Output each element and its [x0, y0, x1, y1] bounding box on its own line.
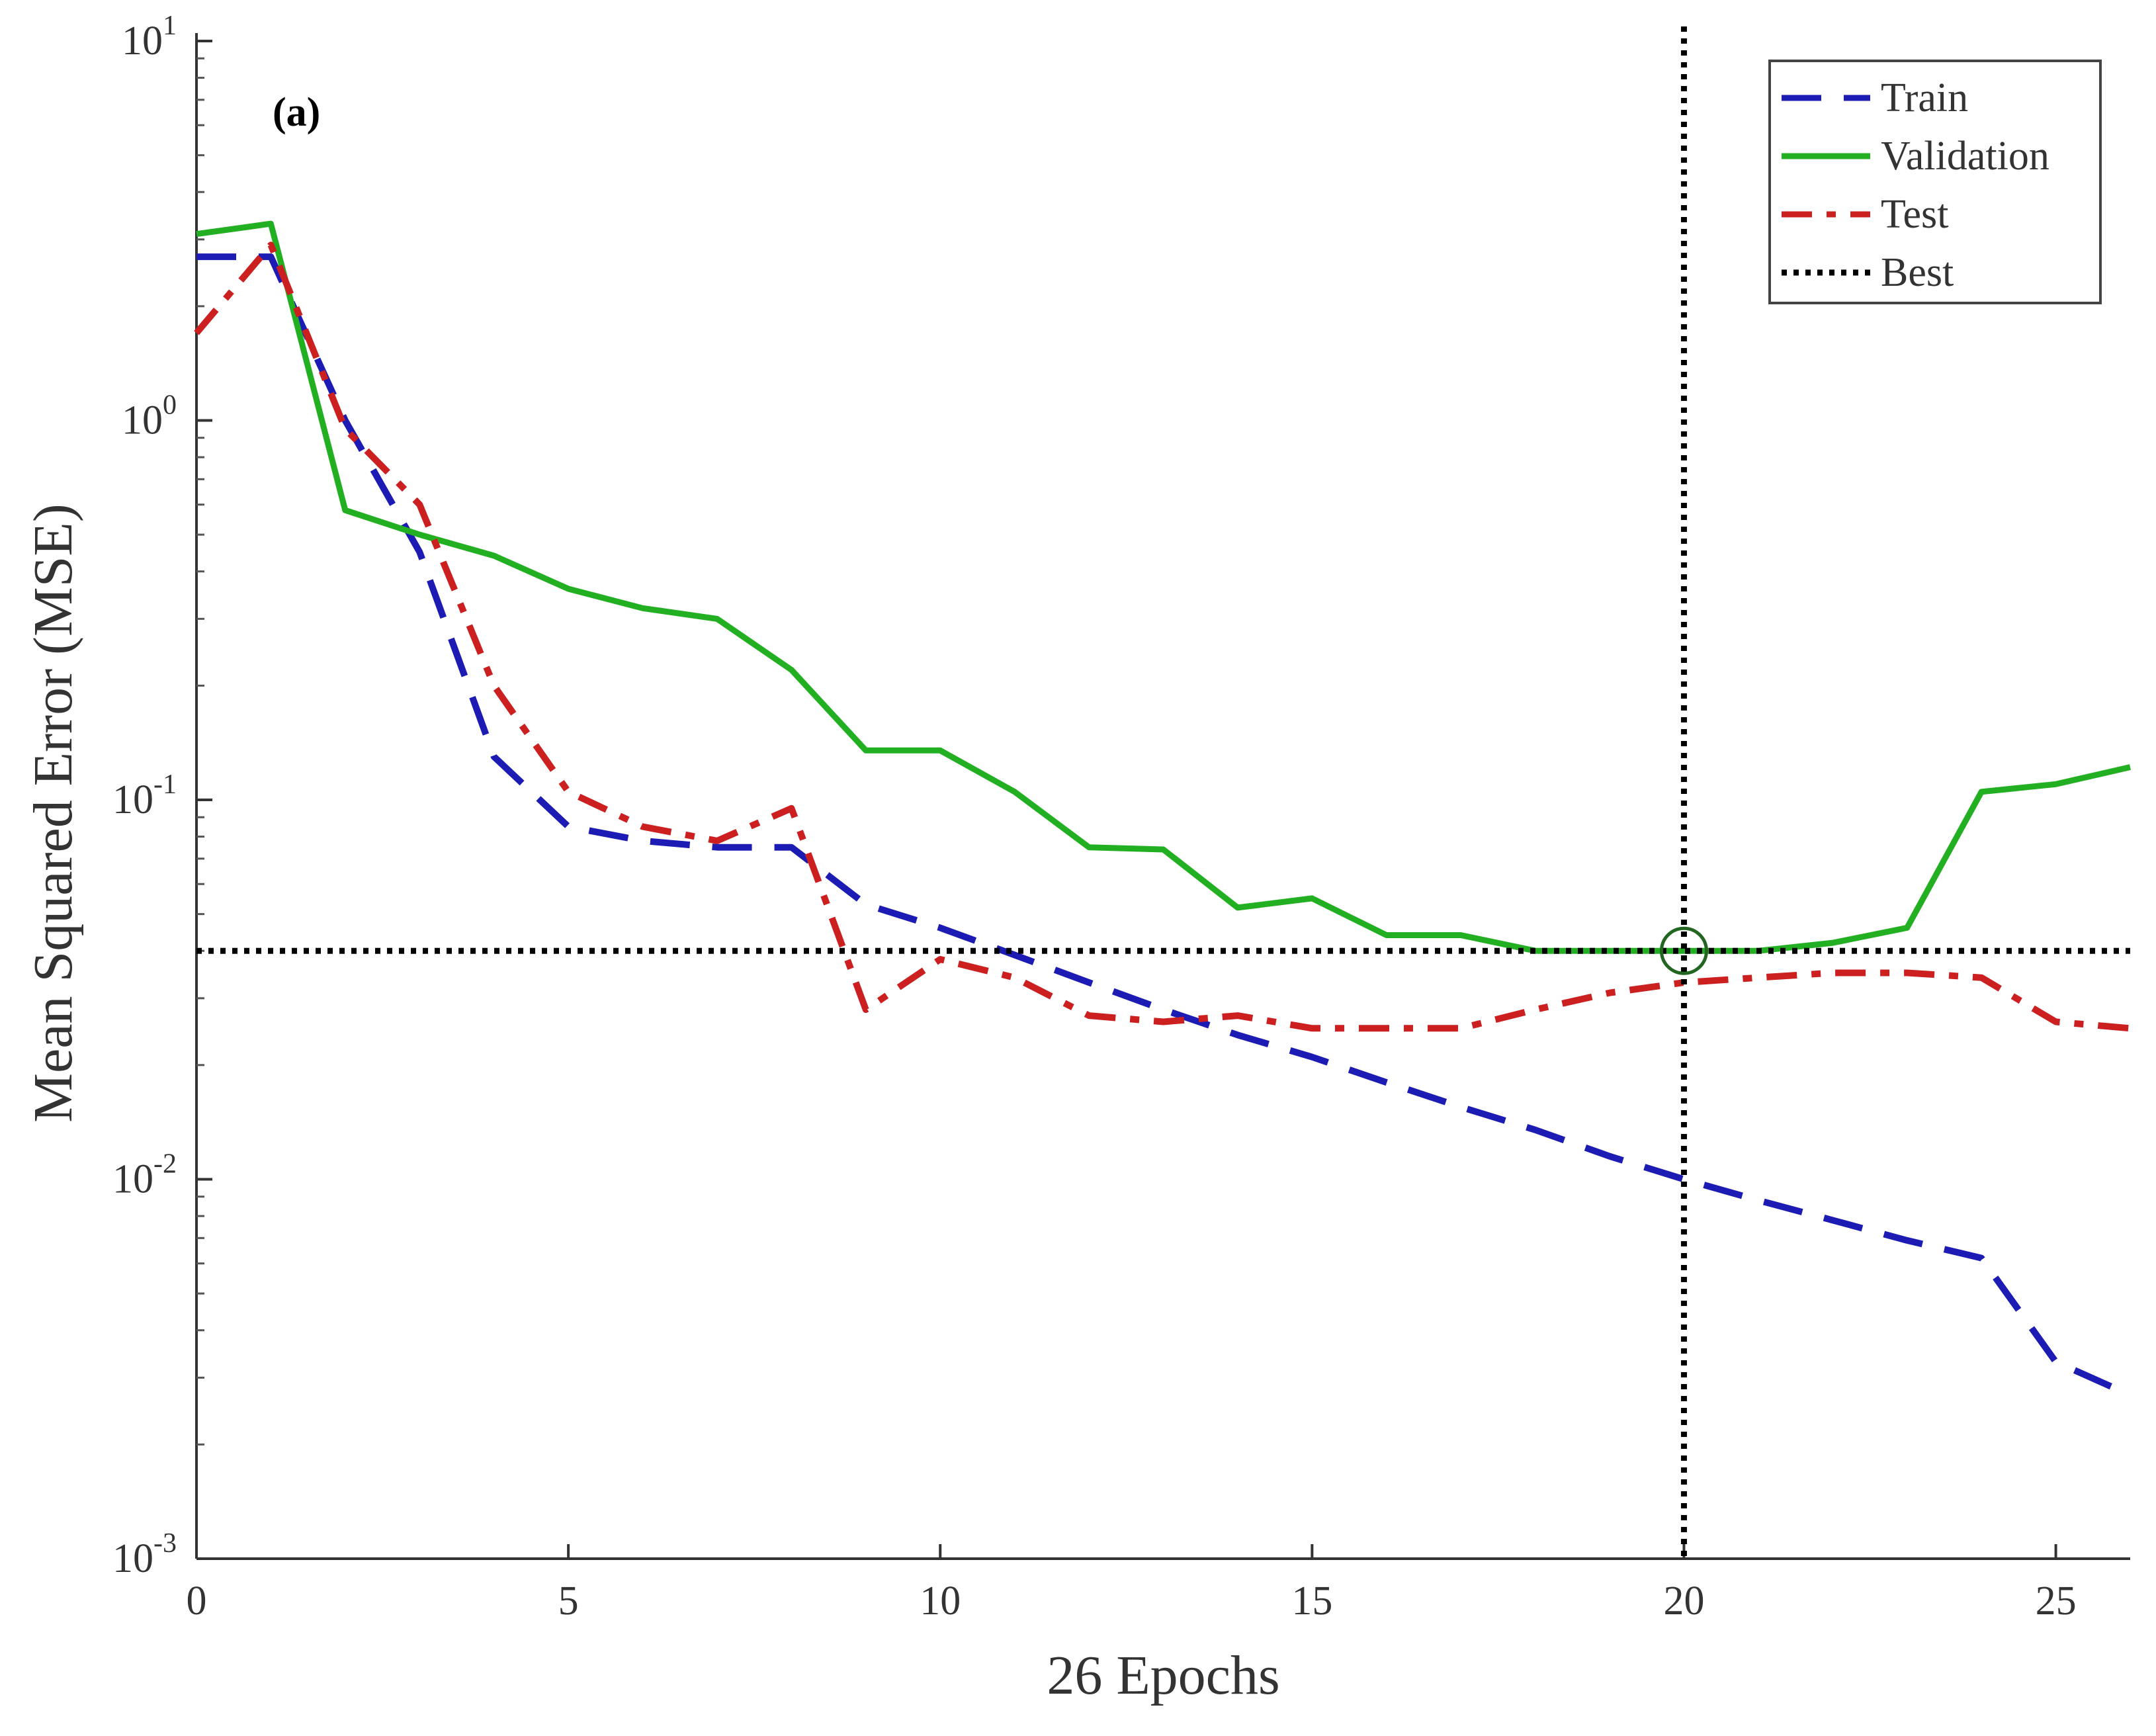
x-ticks: 0 5 10 15 20 25 [187, 1544, 2077, 1624]
y-tick-label: 10-3 [112, 1528, 177, 1581]
series-layer [194, 220, 2132, 1399]
y-tick-label: 100 [122, 390, 177, 443]
y-tick-base: 10 [112, 1536, 153, 1581]
y-tick-label: 10-2 [112, 1149, 177, 1202]
legend: Train Validation Test Best [1768, 60, 2102, 304]
legend-label-train: Train [1881, 75, 1968, 120]
x-tick-label: 5 [558, 1579, 579, 1624]
x-tick-label: 0 [187, 1579, 207, 1624]
series-line-test [194, 241, 2131, 1032]
legend-box [1768, 60, 2102, 304]
best-point-marker [1659, 926, 1708, 975]
x-tick-label: 25 [2036, 1579, 2077, 1624]
y-tick-base: 10 [122, 398, 163, 443]
panel-label: (a) [273, 90, 320, 135]
x-tick-label: 10 [920, 1579, 961, 1624]
series-line-validation [196, 220, 2132, 954]
best-layer [196, 26, 2130, 1559]
y-tick-exponent: 0 [163, 390, 177, 421]
y-tick-base: 10 [122, 19, 163, 64]
series-line-train [196, 253, 2132, 1399]
legend-label-best: Best [1881, 250, 1954, 295]
y-tick-label: 101 [122, 11, 177, 64]
plot-area [195, 33, 2130, 1560]
y-tick-label: 10-1 [112, 769, 177, 822]
x-tick-label: 20 [1663, 1579, 1704, 1624]
y-tick-exponent: -1 [153, 769, 177, 800]
y-tick-exponent: 1 [163, 11, 177, 41]
x-axis-title: 26 Epochs [1047, 1645, 1279, 1706]
x-tick-label: 15 [1291, 1579, 1332, 1624]
y-tick-exponent: -3 [153, 1528, 177, 1559]
y-tick-base: 10 [112, 777, 153, 822]
y-tick-exponent: -2 [153, 1149, 177, 1180]
y-axis-title: Mean Squared Error (MSE) [22, 503, 84, 1122]
legend-label-test: Test [1881, 192, 1948, 237]
legend-label-validation: Validation [1881, 134, 2049, 179]
y-tick-base: 10 [112, 1157, 153, 1202]
